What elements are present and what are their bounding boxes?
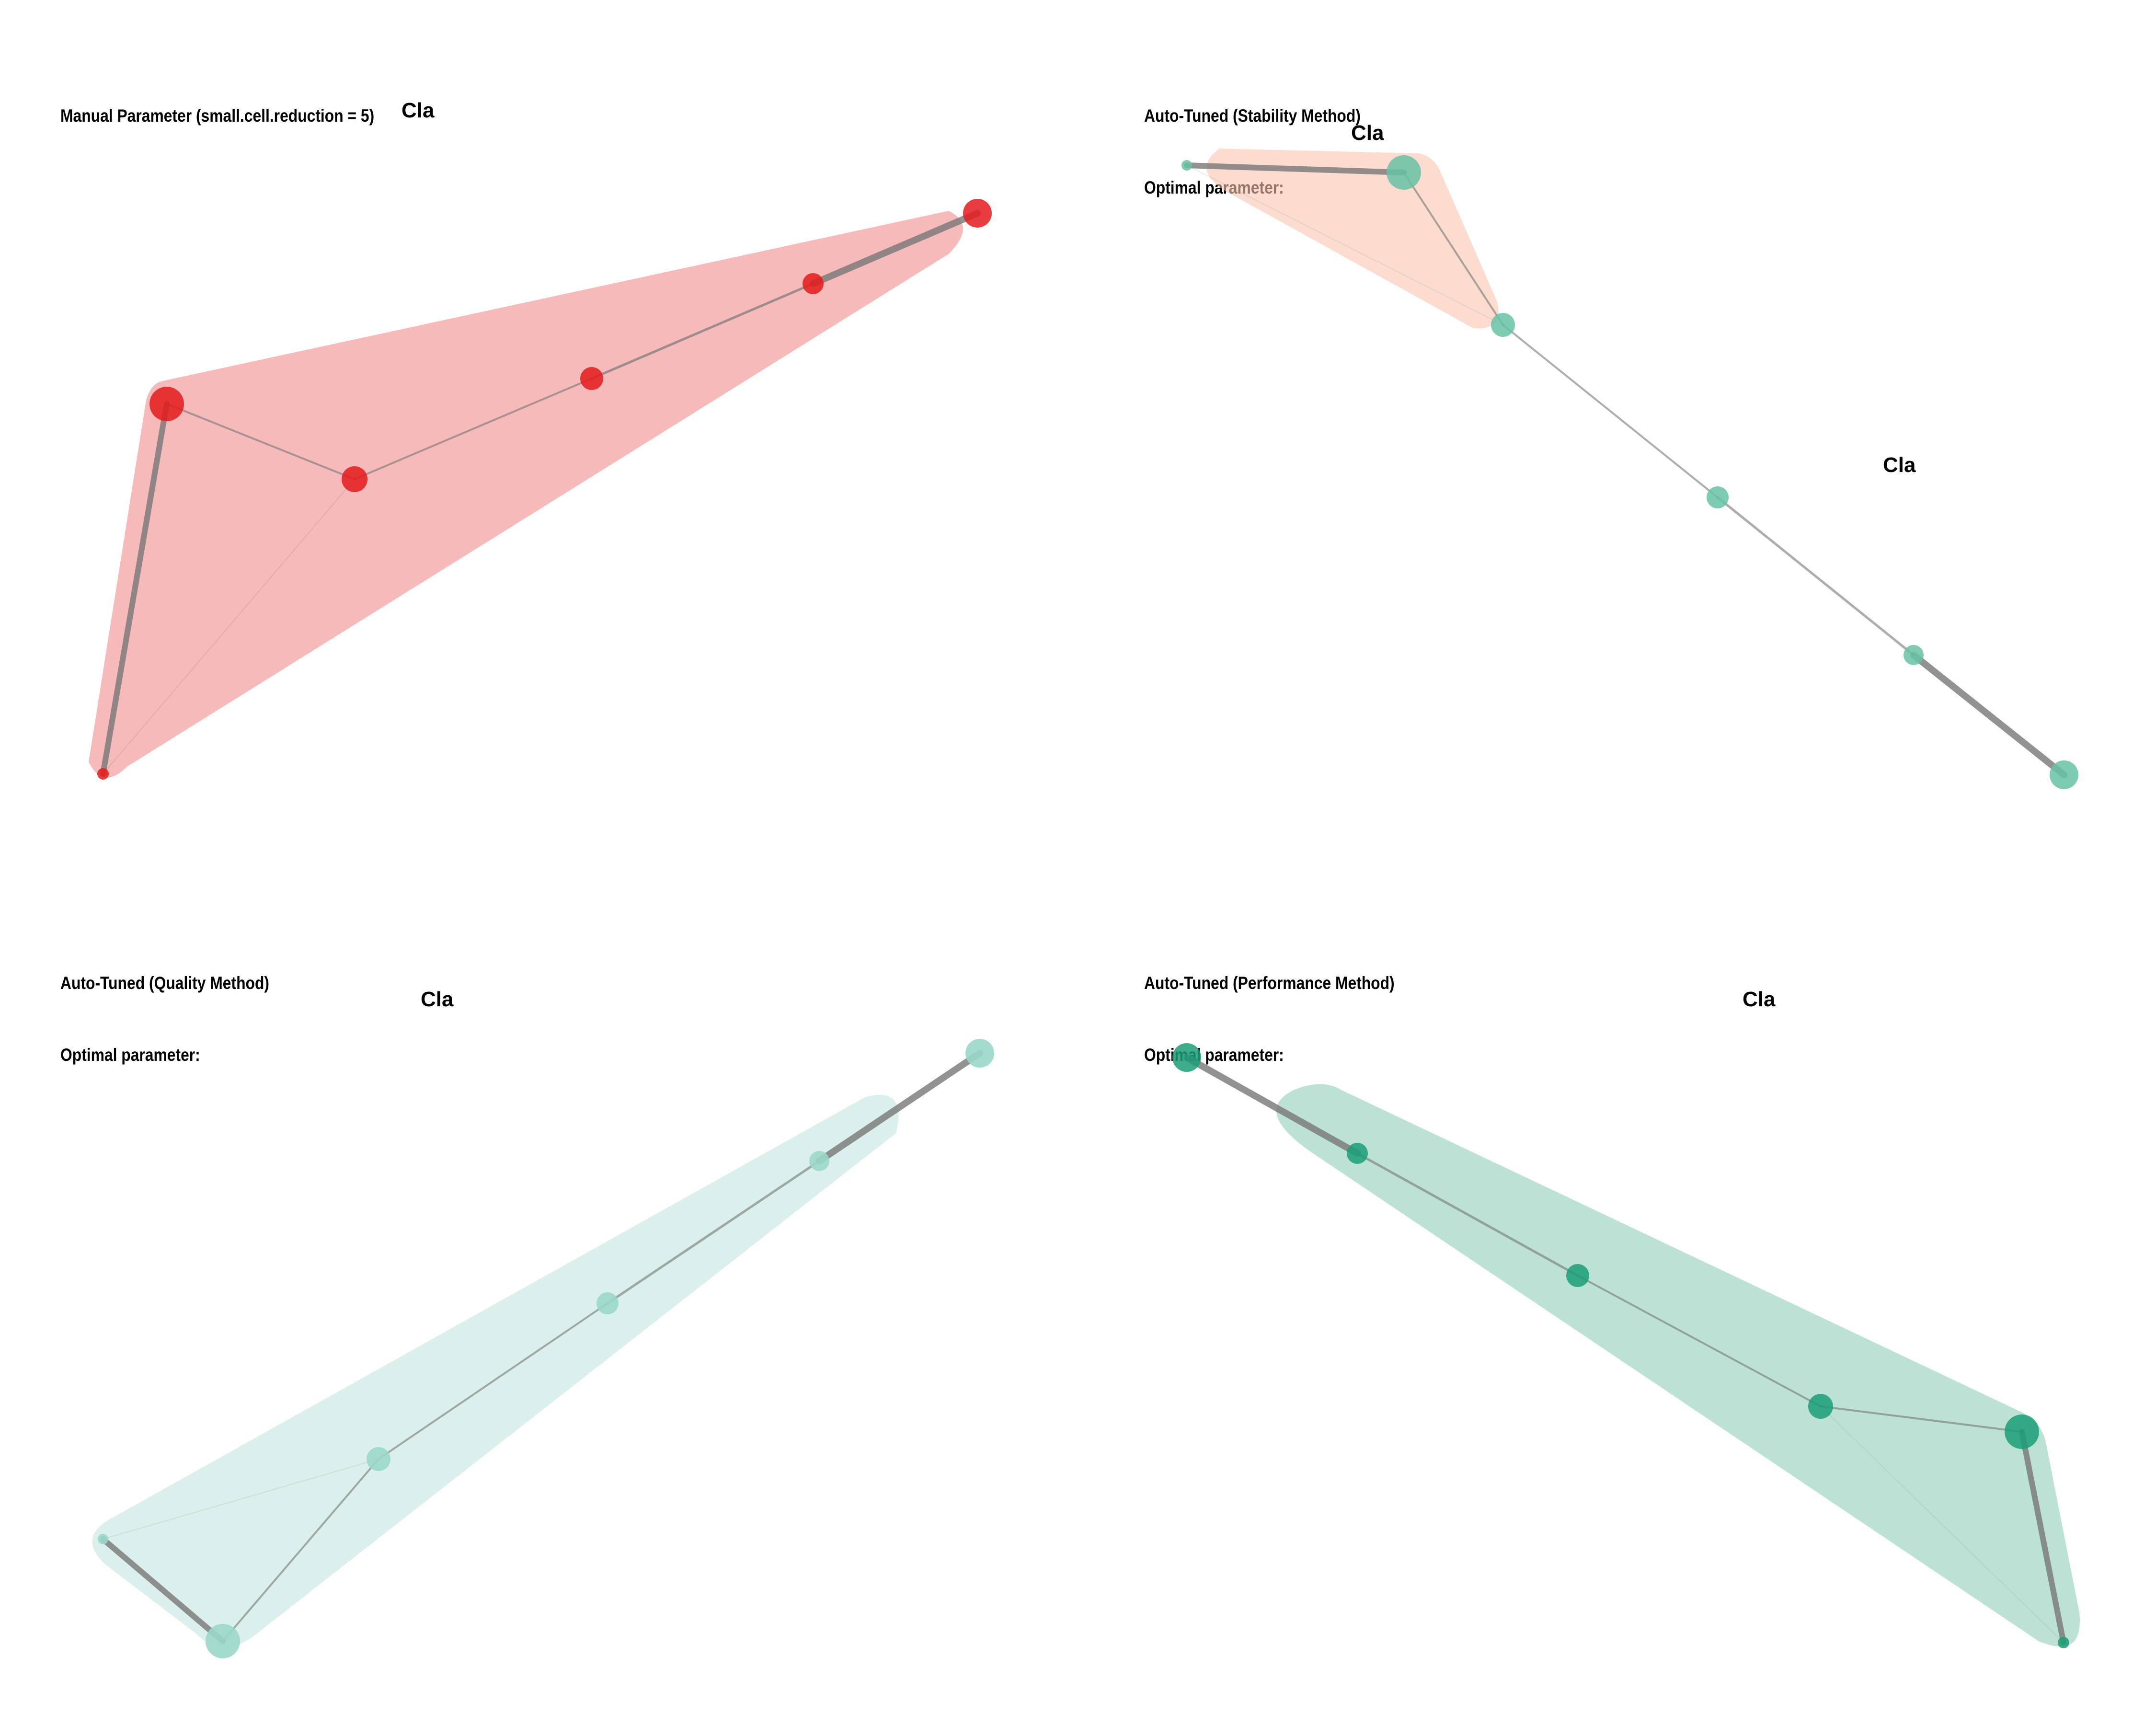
edge bbox=[166, 403, 356, 480]
edge bbox=[1502, 324, 1719, 498]
edge bbox=[100, 401, 170, 777]
node bbox=[965, 1039, 994, 1068]
edge bbox=[1186, 165, 1503, 325]
edge bbox=[1820, 1406, 2064, 1643]
cluster-hull-manual bbox=[89, 211, 963, 778]
cluster-label-quality: Cla bbox=[421, 988, 454, 1011]
node bbox=[342, 466, 367, 492]
node bbox=[1707, 486, 1729, 508]
panel-title-manual-line1: Manual Parameter (small.cell.reduction =… bbox=[60, 106, 375, 126]
node bbox=[1347, 1143, 1368, 1164]
node bbox=[1181, 160, 1192, 171]
edge bbox=[354, 378, 593, 480]
edge bbox=[103, 479, 355, 774]
nodes-manual bbox=[97, 199, 992, 780]
node bbox=[206, 1624, 240, 1658]
node bbox=[803, 273, 824, 294]
node bbox=[367, 1447, 390, 1471]
nodes-performance bbox=[1172, 1043, 2069, 1648]
edge bbox=[1183, 1054, 1361, 1157]
edge bbox=[1716, 496, 1915, 656]
edge bbox=[590, 282, 814, 380]
panel-title-performance-line1: Auto-Tuned (Performance Method) bbox=[1144, 973, 1395, 993]
edges-performance bbox=[1183, 1054, 2066, 1645]
node bbox=[596, 1292, 619, 1314]
node bbox=[2005, 1414, 2039, 1449]
node bbox=[1387, 155, 1421, 190]
node bbox=[809, 1151, 829, 1171]
nodes-stability bbox=[1181, 155, 2078, 789]
node bbox=[1172, 1043, 1201, 1072]
panel-performance-graph: Cla bbox=[1172, 988, 2080, 1648]
edge bbox=[2019, 1429, 2066, 1645]
cluster-label-performance: Cla bbox=[1743, 988, 1776, 1011]
panel-title-quality-line2: Optimal parameter: bbox=[60, 1045, 200, 1065]
node bbox=[149, 387, 184, 421]
edge bbox=[378, 1302, 608, 1460]
panel-stability-graph: Cla Cla bbox=[1181, 121, 2078, 789]
edge bbox=[1403, 172, 1504, 326]
panel-manual-graph: Cla bbox=[89, 99, 992, 780]
edge bbox=[100, 1536, 226, 1644]
panel-title-performance: Auto-Tuned (Performance Method) Optimal … bbox=[1144, 923, 1395, 1091]
panel-title-stability: Auto-Tuned (Stability Method) Optimal pa… bbox=[1144, 56, 1361, 224]
edges-manual bbox=[100, 210, 981, 777]
edge bbox=[816, 1050, 983, 1164]
cluster-hull-performance bbox=[1276, 1084, 2080, 1647]
edges-stability bbox=[1184, 162, 2067, 778]
cluster-label-stability-2: Cla bbox=[1883, 453, 1916, 477]
node bbox=[98, 1534, 108, 1544]
panel-title-quality: Auto-Tuned (Quality Method) Optimal para… bbox=[60, 923, 269, 1091]
node bbox=[1491, 313, 1515, 337]
panel-title-manual: Manual Parameter (small.cell.reduction =… bbox=[60, 56, 374, 152]
edge bbox=[103, 1459, 379, 1540]
edges-quality bbox=[100, 1050, 983, 1644]
cluster-label-manual: Cla bbox=[401, 99, 435, 122]
cluster-label-stability-1: Cla bbox=[1351, 121, 1384, 145]
edge bbox=[810, 210, 981, 287]
edge bbox=[606, 1160, 821, 1305]
node bbox=[580, 367, 603, 390]
node bbox=[1904, 645, 1924, 665]
panel-title-stability-line1: Auto-Tuned (Stability Method) bbox=[1144, 106, 1361, 126]
nodes-quality bbox=[98, 1039, 994, 1658]
cluster-hull-quality bbox=[92, 1095, 899, 1647]
node bbox=[2058, 1637, 2069, 1648]
cluster-hull-stability bbox=[1206, 149, 1499, 329]
node bbox=[1566, 1264, 1589, 1287]
edge bbox=[1356, 1152, 1579, 1277]
panel-quality-graph: Cla bbox=[92, 988, 994, 1658]
edge bbox=[1577, 1275, 1822, 1407]
edge bbox=[222, 1458, 379, 1642]
edge bbox=[1910, 652, 2067, 778]
edge bbox=[1820, 1405, 2023, 1433]
node bbox=[97, 768, 109, 780]
node bbox=[963, 199, 992, 228]
node bbox=[1808, 1394, 1833, 1419]
node bbox=[2050, 760, 2078, 789]
panel-title-quality-line1: Auto-Tuned (Quality Method) bbox=[60, 973, 269, 993]
edge bbox=[1184, 162, 1407, 175]
